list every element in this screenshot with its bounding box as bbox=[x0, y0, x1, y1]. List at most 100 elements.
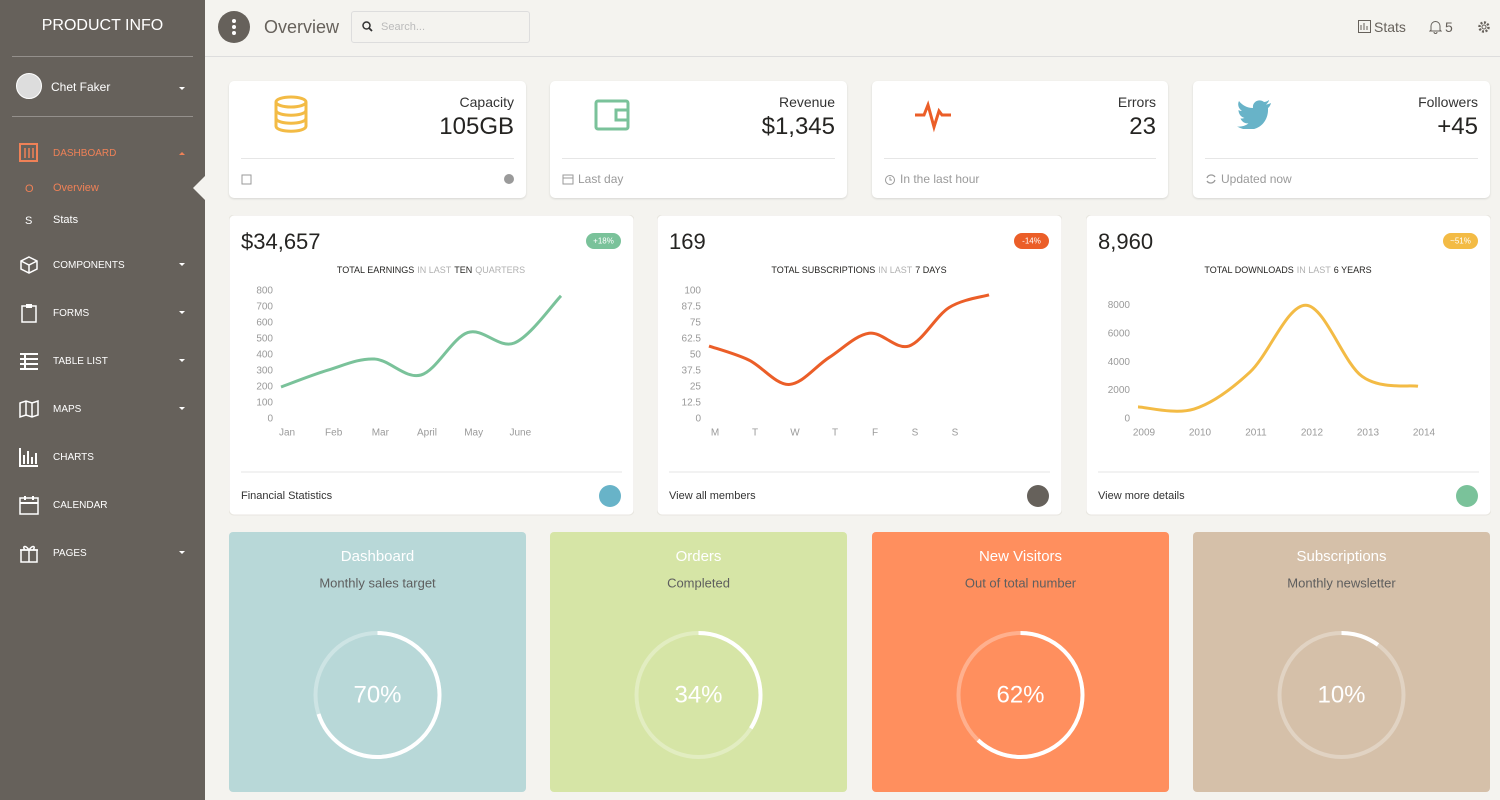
chart-title: TOTAL EARNINGS IN LAST TEN QUARTERS bbox=[337, 265, 525, 275]
card-bg bbox=[229, 532, 526, 792]
caret bbox=[179, 407, 185, 410]
notification-count[interactable]: 5 bbox=[1445, 19, 1453, 35]
x-tick-label: F bbox=[872, 428, 878, 439]
divider bbox=[241, 158, 514, 159]
avatar[interactable] bbox=[16, 73, 42, 99]
x-tick-label: Feb bbox=[325, 428, 343, 439]
y-tick-label: 2000 bbox=[1108, 385, 1131, 396]
progress-arc bbox=[634, 631, 763, 759]
card-title: Orders bbox=[676, 548, 722, 565]
progress-card: Dashboard Monthly sales target 70% bbox=[229, 532, 526, 792]
badge bbox=[1014, 233, 1049, 249]
x-tick-label: Jan bbox=[279, 428, 295, 439]
card-bg bbox=[550, 532, 847, 792]
page-title: Overview bbox=[264, 17, 340, 37]
search-box[interactable]: Search... bbox=[351, 11, 530, 43]
stat-card: Revenue $1,345 Last day bbox=[550, 81, 847, 198]
brand[interactable]: PRODUCT INFO bbox=[41, 17, 164, 34]
y-tick-label: 300 bbox=[256, 366, 273, 377]
y-tick-label: 200 bbox=[256, 382, 273, 393]
nav-icon bbox=[19, 399, 39, 419]
badge-text: +18% bbox=[593, 237, 614, 246]
x-tick-label: 2014 bbox=[1413, 428, 1436, 439]
nav-item[interactable]: CHARTS bbox=[53, 452, 94, 463]
x-tick-label: May bbox=[464, 428, 483, 439]
stat-footer: Updated now bbox=[1221, 172, 1292, 186]
chart-title: TOTAL DOWNLOADS IN LAST 6 YEARS bbox=[1204, 265, 1371, 275]
y-tick-label: 100 bbox=[256, 398, 273, 409]
search-placeholder: Search... bbox=[381, 21, 426, 33]
progress-label: 70% bbox=[353, 681, 401, 708]
x-tick-label: June bbox=[509, 428, 531, 439]
badge bbox=[586, 233, 621, 249]
caret bbox=[179, 263, 185, 266]
divider bbox=[562, 158, 835, 159]
card-icon bbox=[274, 95, 308, 133]
x-tick-label: 2009 bbox=[1133, 428, 1156, 439]
user-name[interactable]: Chet Faker bbox=[51, 80, 111, 94]
stat-footer: In the last hour bbox=[900, 172, 980, 186]
nav-item[interactable]: PAGES bbox=[53, 548, 87, 559]
caret bbox=[179, 311, 185, 314]
progress-card: New Visitors Out of total number 62% bbox=[872, 532, 1169, 792]
y-tick-label: 800 bbox=[256, 286, 273, 297]
title-part: IN LAST bbox=[1297, 265, 1332, 275]
x-tick-label: T bbox=[832, 428, 838, 439]
line bbox=[708, 293, 990, 386]
nav-icon bbox=[20, 353, 38, 370]
settings-icon[interactable] bbox=[1477, 20, 1491, 34]
card-value: $34,657 bbox=[241, 229, 321, 254]
card-button[interactable] bbox=[599, 485, 621, 507]
card-footer: Financial Statistics bbox=[241, 490, 333, 502]
nav-item[interactable]: CALENDAR bbox=[53, 500, 108, 511]
nav-item[interactable]: COMPONENTS bbox=[53, 260, 125, 271]
bell-icon bbox=[1429, 21, 1442, 34]
y-tick-label: 62.5 bbox=[682, 334, 702, 345]
x-tick-label: 2013 bbox=[1357, 428, 1380, 439]
progress-arc bbox=[313, 631, 442, 759]
nav-icon bbox=[20, 256, 38, 274]
footer-icon bbox=[885, 175, 895, 185]
x-tick-label: S bbox=[912, 428, 919, 439]
nav-item[interactable]: FORMS bbox=[53, 308, 90, 319]
x-tick-label: S bbox=[952, 428, 959, 439]
footer-icon bbox=[1206, 174, 1216, 184]
nav-item[interactable]: DASHBOARD bbox=[53, 148, 117, 159]
nav-subitem[interactable]: Stats bbox=[53, 214, 79, 226]
search-icon bbox=[362, 21, 373, 32]
nav-subitem[interactable]: Overview bbox=[53, 182, 99, 194]
line bbox=[1137, 303, 1419, 413]
help-icon[interactable] bbox=[504, 174, 514, 184]
menu-button[interactable] bbox=[218, 11, 250, 43]
progress-card: Orders Completed 34% bbox=[550, 532, 847, 792]
card-button[interactable] bbox=[1027, 485, 1049, 507]
progress-card: Subscriptions Monthly newsletter 10% bbox=[1193, 532, 1490, 792]
y-tick-label: 87.5 bbox=[682, 302, 702, 313]
title-part: TOTAL DOWNLOADS bbox=[1204, 265, 1293, 275]
topbar: Overview Search... Stats 5 bbox=[205, 0, 1500, 57]
progress-arc bbox=[956, 631, 1085, 759]
card-footer: View all members bbox=[669, 490, 756, 502]
card-subtitle: Completed bbox=[667, 575, 730, 590]
stats-link[interactable]: Stats bbox=[1374, 19, 1406, 35]
title-part: TEN bbox=[454, 265, 472, 275]
card-button[interactable] bbox=[1456, 485, 1478, 507]
y-tick-label: 4000 bbox=[1108, 357, 1131, 368]
stat-footer: Last day bbox=[578, 172, 624, 186]
stat-card: Capacity 105GB bbox=[229, 81, 526, 198]
y-tick-label: 75 bbox=[690, 318, 702, 329]
footer-icon bbox=[562, 174, 574, 185]
card-bg bbox=[1086, 215, 1491, 516]
nav-icon bbox=[19, 496, 39, 515]
chart-card: 169 -14% TOTAL SUBSCRIPTIONS IN LAST 7 DAYS 0… bbox=[657, 215, 1062, 516]
card-bg bbox=[229, 215, 634, 516]
y-tick-label: 0 bbox=[1124, 414, 1130, 425]
nav-item[interactable]: TABLE LIST bbox=[53, 356, 108, 367]
divider bbox=[884, 158, 1156, 159]
sidebar: PRODUCT INFO Chet Faker DASHBOARD O Over… bbox=[0, 0, 205, 800]
stat-label: Revenue bbox=[778, 94, 835, 110]
nav-item[interactable]: MAPS bbox=[53, 404, 82, 415]
stats-icon bbox=[1358, 20, 1371, 33]
chart-card: $34,657 +18% TOTAL EARNINGS IN LAST TEN QUART… bbox=[229, 215, 634, 516]
x-tick-label: 2011 bbox=[1245, 428, 1267, 439]
